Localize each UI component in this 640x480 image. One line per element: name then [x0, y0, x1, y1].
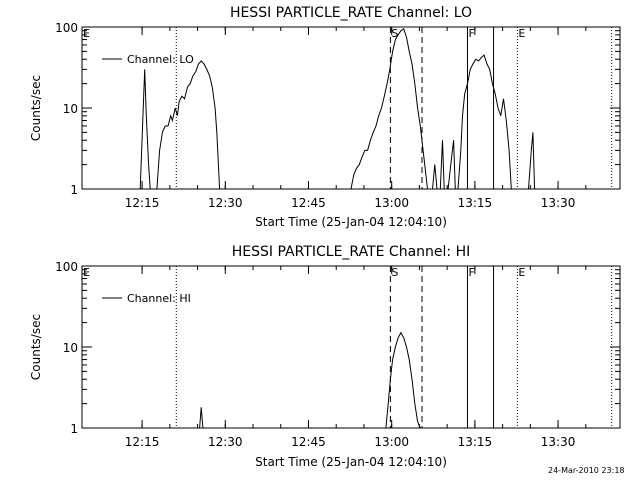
chart-title: HESSI PARTICLE_RATE Channel: LO [230, 5, 472, 21]
data-series [139, 28, 536, 190]
data-series [199, 331, 421, 429]
x-tick-label: 12:30 [208, 435, 243, 449]
marker-label: F [468, 266, 474, 279]
marker-label: S [391, 266, 398, 279]
marker-label: E [83, 266, 90, 279]
y-axis-label: Counts/sec [29, 314, 43, 380]
axis-ticks: 12:15 12:30 12:45 13:00 13:15 13:30 1 10 100 [55, 260, 620, 449]
panel-hi: HESSI PARTICLE_RATE Channel: HI Counts/s… [29, 244, 621, 469]
legend: Channel: HI [102, 292, 191, 305]
x-tick-label: 12:30 [208, 196, 243, 210]
y-axis-label: Counts/sec [29, 75, 43, 141]
y-tick-label: 10 [63, 102, 78, 116]
x-tick-label: 13:15 [458, 435, 493, 449]
plot-frame [81, 265, 621, 429]
y-tick-label: 100 [55, 260, 78, 274]
series-line [199, 331, 421, 429]
x-tick-label: 13:00 [374, 435, 409, 449]
legend-label: Channel: HI [127, 292, 191, 305]
chart-title: HESSI PARTICLE_RATE Channel: HI [232, 244, 470, 260]
legend: Channel: LO [102, 53, 194, 66]
marker-label: F [468, 27, 474, 40]
axis-ticks: 12:15 12:30 12:45 13:00 13:15 13:30 1 10 100 [55, 21, 620, 210]
x-tick-label: 12:15 [125, 435, 160, 449]
x-tick-label: 13:15 [458, 196, 493, 210]
y-tick-label: 10 [63, 341, 78, 355]
marker-label: E [518, 266, 525, 279]
series-line [139, 28, 536, 190]
y-tick-label: 1 [70, 422, 78, 436]
x-tick-label: 13:00 [374, 196, 409, 210]
y-tick-label: 1 [70, 183, 78, 197]
x-tick-label: 12:45 [291, 435, 326, 449]
legend-label: Channel: LO [127, 53, 194, 66]
x-tick-label: 13:30 [541, 196, 576, 210]
marker-label: S [391, 27, 398, 40]
x-tick-label: 12:45 [291, 196, 326, 210]
x-axis-label: Start Time (25-Jan-04 12:04:10) [255, 455, 447, 469]
x-axis-label: Start Time (25-Jan-04 12:04:10) [255, 215, 447, 229]
marker-label: E [518, 27, 525, 40]
y-tick-label: 100 [55, 21, 78, 35]
plot-frame [81, 26, 621, 190]
marker-label: E [83, 27, 90, 40]
panel-lo: HESSI PARTICLE_RATE Channel: LO Counts/s… [29, 5, 621, 229]
timestamp: 24-Mar-2010 23:18 [548, 466, 625, 475]
x-tick-label: 13:30 [541, 435, 576, 449]
x-tick-label: 12:15 [125, 196, 160, 210]
